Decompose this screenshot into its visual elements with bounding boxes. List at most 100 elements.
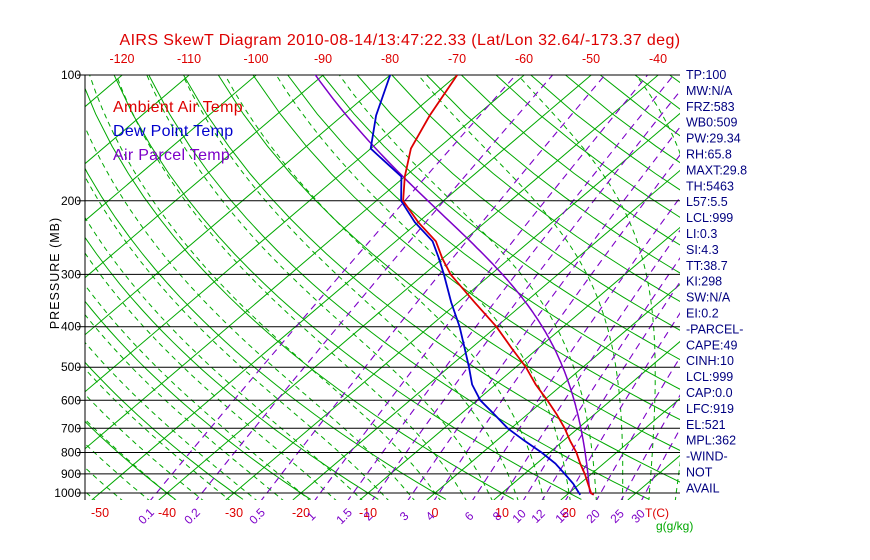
moist-adiabat-lines <box>85 75 680 500</box>
moist-adiabat-line <box>182 75 519 500</box>
dry-adiabat-lines <box>85 75 870 500</box>
isotherm-line <box>85 75 525 450</box>
dry-adiabat-line <box>113 75 582 500</box>
stat-line: WB0:509 <box>686 116 737 130</box>
bottom-temp-label: 20 <box>562 506 576 520</box>
pressure-axis-label: PRESSURE (MB) <box>48 217 62 329</box>
dry-adiabat-line <box>426 75 680 274</box>
stat-line: CAP:0.0 <box>686 386 733 400</box>
top-temp-label: -60 <box>515 52 533 66</box>
dry-adiabat-line <box>183 75 680 483</box>
moist-adiabat-line <box>85 393 204 500</box>
moist-adiabat-line <box>85 418 177 500</box>
isotherm-line <box>85 75 257 222</box>
ambient-temp-curve <box>402 75 595 496</box>
mixratio-label: 6 <box>462 509 477 524</box>
pressure-tick-label: 700 <box>61 421 81 435</box>
bottom-temp-label: -40 <box>158 506 176 520</box>
isotherm-line <box>426 283 680 500</box>
mixratio-label: 1 <box>304 509 319 524</box>
moist-adiabat-line <box>85 467 123 500</box>
stat-line: LCL:999 <box>686 370 733 384</box>
top-temp-label: -120 <box>109 52 134 66</box>
grid-layers <box>85 75 870 500</box>
mixratio-label: 10 <box>509 506 529 526</box>
legend-dew-point-temp: Dew Point Temp <box>113 123 233 140</box>
pressure-tick-label: 600 <box>61 393 81 407</box>
top-temp-label: -70 <box>448 52 466 66</box>
dry-adiabat-line <box>252 75 680 421</box>
moist-adiabat-line <box>85 368 231 500</box>
mixratio-label: 20 <box>583 506 603 526</box>
moist-adiabat-line <box>85 216 363 500</box>
stat-line: KI:298 <box>686 275 722 289</box>
dry-adiabat-line <box>356 75 680 331</box>
stats-panel: TP:100 MW:N/A FRZ:583 WB0:509 PW:29.34 RH:65.… <box>686 68 747 495</box>
top-temp-label: -50 <box>582 52 600 66</box>
pressure-tick-label: 500 <box>61 360 81 374</box>
legend-air-parcel-temp: Air Parcel Temp <box>113 147 230 164</box>
mixing-ratio-line <box>314 75 648 500</box>
moist-adiabat-line <box>89 75 441 500</box>
top-temp-label: -90 <box>314 52 332 66</box>
stat-line: LCL:999 <box>686 211 733 225</box>
dry-adiabat-line <box>739 75 870 499</box>
moist-adiabat-line <box>635 75 680 500</box>
stat-line: -PARCEL- <box>686 322 743 336</box>
moist-adiabat-line <box>224 75 545 500</box>
parcel-temp-curve <box>314 75 595 496</box>
moist-adiabat-line <box>146 75 493 500</box>
top-temp-label: -100 <box>243 52 268 66</box>
mixing-ratio-line <box>260 75 606 500</box>
stat-line: PW:29.34 <box>686 132 741 146</box>
dry-adiabat-line <box>287 75 680 390</box>
moist-adiabat-line <box>115 75 467 500</box>
dry-adiabat-line <box>391 75 680 303</box>
stat-line: RH:65.8 <box>686 148 732 162</box>
dry-adiabat-line <box>85 361 244 500</box>
moist-adiabat-line <box>85 175 389 500</box>
stat-line: FRZ:583 <box>686 100 735 114</box>
moist-adiabat-line <box>85 442 150 500</box>
isotherm-line <box>85 75 324 279</box>
dry-adiabat-line <box>634 75 680 110</box>
top-temp-label: -40 <box>649 52 667 66</box>
bottom-temp-label: -30 <box>225 506 243 520</box>
moist-adiabat-line <box>417 75 624 500</box>
mixratio-label: 0.5 <box>246 505 268 527</box>
stat-line: SI:4.3 <box>686 243 719 257</box>
legend-ambient-air-temp: Ambient Air Temp <box>113 99 243 116</box>
mixing-ratio-line <box>195 75 554 500</box>
isotherm-line <box>158 75 659 500</box>
dry-adiabat-line <box>495 75 680 218</box>
mixratio-label: 0.2 <box>181 505 203 527</box>
dry-adiabat-line <box>322 75 680 361</box>
dry-adiabat-line <box>85 167 447 500</box>
mixratio-unit-label: g(g/kg) <box>656 519 693 533</box>
dry-adiabat-line <box>85 300 311 500</box>
moist-adiabat-line <box>338 75 597 500</box>
bottom-temp-label: 0 <box>432 506 439 520</box>
isotherm-line <box>292 169 680 500</box>
mixratio-label: 3 <box>397 509 412 524</box>
pressure-tick-label: 200 <box>61 194 81 208</box>
mixing-ratio-line <box>522 257 680 500</box>
mixing-ratio-line <box>500 229 680 500</box>
stat-line: LI:0.3 <box>686 227 717 241</box>
stat-line: MPL:362 <box>686 434 736 448</box>
isotherm-line <box>627 454 680 500</box>
isotherm-line <box>91 75 592 500</box>
chart-title: AIRS SkewT Diagram 2010-08-14/13:47:22.3… <box>120 32 681 49</box>
moist-adiabat-line <box>85 313 284 500</box>
bottom-temp-label: -20 <box>292 506 310 520</box>
isotherm-line <box>85 75 391 336</box>
mixing-ratio-line <box>149 75 517 500</box>
dry-adiabat-line <box>217 75 680 452</box>
bottom-temp-label: -10 <box>359 506 377 520</box>
mixing-ratio-lines <box>149 75 680 500</box>
moist-adiabat-line <box>85 284 311 500</box>
mixratio-label: 0.1 <box>135 505 157 527</box>
moist-adiabat-line <box>85 341 257 500</box>
